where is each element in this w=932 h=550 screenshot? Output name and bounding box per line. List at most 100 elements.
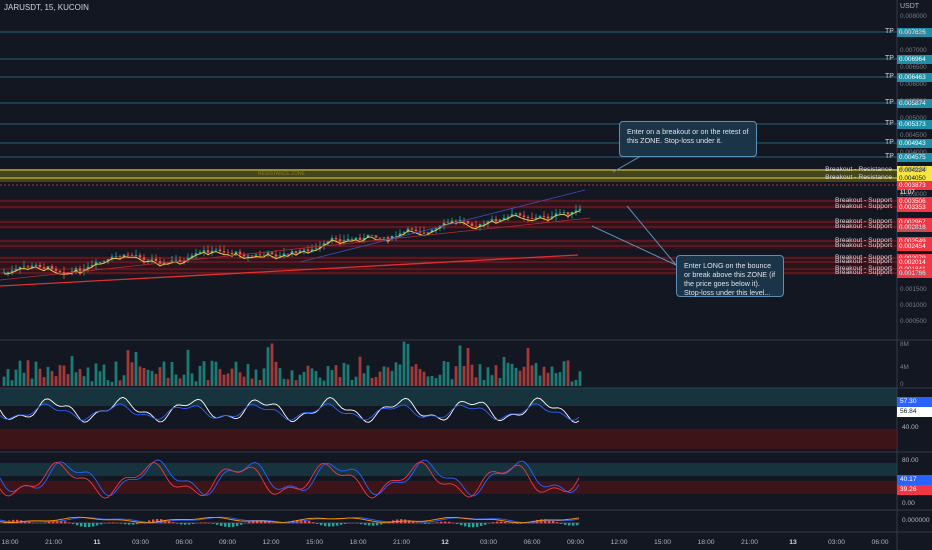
stoch-d-line — [0, 461, 580, 499]
macd-histogram-bar — [264, 521, 267, 524]
candle-body — [506, 216, 510, 218]
candle-body — [170, 260, 174, 263]
callout-breakout[interactable]: Enter on a breakout or on the retest of … — [619, 121, 757, 157]
volume-bar — [338, 376, 342, 386]
candle-body — [490, 219, 494, 222]
volume-bar — [158, 367, 162, 386]
volume-bar — [422, 371, 426, 386]
support-price-tag: 0.001786 — [897, 269, 932, 278]
volume-bar — [462, 366, 466, 386]
volume-bar — [178, 378, 182, 386]
candle-body — [562, 212, 566, 214]
time-axis-tick: 12 — [441, 539, 449, 546]
rsi-ma-line — [0, 403, 580, 421]
candle-body — [358, 237, 362, 241]
bar-countdown: 11:07 — [900, 190, 915, 196]
candle-body — [306, 249, 310, 252]
volume-bar — [282, 378, 286, 386]
candle-body — [158, 261, 162, 264]
callout-long[interactable]: Enter LONG on the bounce or break above … — [676, 255, 784, 297]
support-label: Breakout - Support — [834, 265, 892, 272]
volume-bar — [530, 365, 534, 386]
candle-body — [126, 254, 130, 256]
macd-histogram-bar — [320, 523, 323, 526]
macd-histogram-bar — [476, 523, 479, 527]
candle-body — [230, 252, 234, 255]
candle-body — [394, 235, 398, 237]
trend-line[interactable] — [299, 189, 586, 263]
macd-histogram-bar — [492, 522, 495, 524]
candle-body — [466, 220, 470, 224]
support-zone[interactable] — [0, 239, 897, 249]
candle-body — [430, 229, 434, 233]
macd-histogram-bar — [380, 523, 383, 525]
volume-bar — [250, 378, 254, 386]
macd-histogram-bar — [460, 523, 463, 526]
candle-body — [106, 259, 110, 262]
candle-body — [542, 215, 546, 217]
candle-body — [238, 251, 242, 255]
volume-bar — [534, 363, 538, 386]
macd-histogram-bar — [228, 523, 231, 528]
trend-line[interactable] — [0, 254, 579, 287]
macd-histogram-bar — [572, 523, 575, 526]
support-price-tag: 0.002454 — [897, 242, 932, 251]
volume-bar — [278, 368, 282, 386]
candle-body — [546, 216, 550, 219]
stoch-value-2: 39.26 — [897, 485, 932, 495]
volume-bar — [38, 368, 42, 386]
candle-body — [222, 251, 226, 253]
support-label: Breakout - Support — [834, 203, 892, 210]
support-price-tag: 0.002014 — [897, 258, 932, 267]
volume-bar — [82, 376, 86, 386]
macd-histogram-bar — [448, 521, 451, 524]
volume-bar — [222, 374, 226, 386]
macd-histogram-bar — [100, 523, 103, 525]
volume-bar — [334, 365, 338, 386]
resistance-zone[interactable] — [0, 169, 897, 182]
candle-body — [346, 238, 350, 241]
candle-body — [494, 219, 498, 222]
time-axis-tick: 09:00 — [218, 539, 237, 546]
macd-histogram-bar — [416, 522, 419, 524]
price-axis-tick: 0.006000 — [900, 81, 927, 88]
volume-bar — [542, 366, 546, 386]
macd-histogram-bar — [44, 522, 47, 524]
support-label: Breakout - Support — [834, 223, 892, 230]
candle-body — [2, 271, 6, 273]
macd-histogram-bar — [24, 521, 27, 524]
trend-line[interactable] — [0, 217, 591, 281]
support-label: Breakout - Support — [834, 218, 892, 225]
zone-label: RESISTANCE ZONE — [258, 171, 305, 177]
candle-body — [190, 255, 194, 258]
volume-bar — [262, 368, 266, 386]
macd-histogram-bar — [208, 522, 211, 524]
candle-body — [118, 256, 122, 258]
candle-body — [458, 219, 462, 222]
volume-bar — [574, 379, 578, 386]
tp-label: TP — [885, 120, 894, 127]
candle-body — [474, 226, 478, 227]
candle-body — [38, 264, 42, 268]
volume-bar — [214, 361, 218, 386]
support-zone[interactable] — [0, 199, 897, 209]
macd-histogram-bar — [376, 523, 379, 526]
volume-bar — [142, 368, 146, 386]
macd-histogram-bar — [204, 522, 207, 524]
volume-bar — [50, 371, 54, 386]
volume-bar — [502, 356, 506, 386]
candle-body — [102, 261, 106, 263]
volume-bar — [302, 371, 306, 386]
volume-bar — [134, 351, 138, 386]
support-price-tag: 0.002549 — [897, 237, 932, 246]
volume-bar — [226, 373, 230, 386]
tp-price-tag: 0.005373 — [897, 120, 932, 129]
volume-bar — [286, 379, 290, 386]
macd-histogram-bar — [212, 523, 215, 524]
macd-histogram-bar — [564, 523, 567, 525]
symbol-header[interactable]: JARUSDT, 15, KUCOIN — [4, 3, 89, 12]
volume-bar — [238, 372, 242, 386]
volume-bar — [470, 364, 474, 386]
volume-bar — [54, 376, 58, 386]
